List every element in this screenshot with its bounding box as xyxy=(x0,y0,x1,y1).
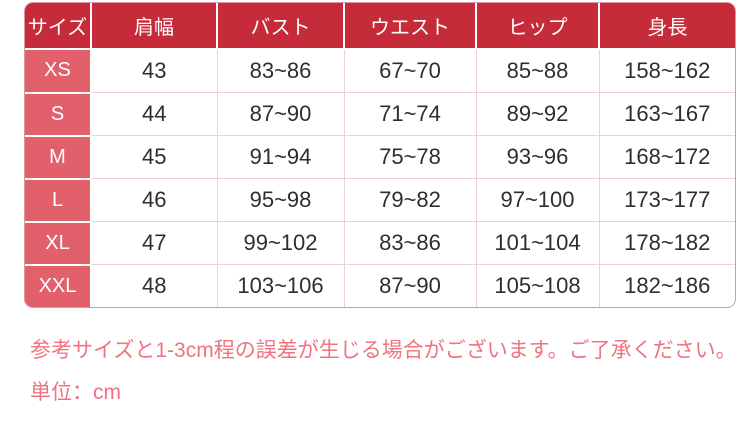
size-value-cell: 103~106 xyxy=(216,264,344,307)
column-header-waist: ウエスト xyxy=(344,3,477,50)
column-header-bust: バスト xyxy=(217,3,345,50)
size-label: M xyxy=(25,135,92,180)
size-value-cell: 87~90 xyxy=(343,264,476,307)
size-label: XS xyxy=(25,49,92,94)
size-value-cell: 45 xyxy=(91,135,217,179)
size-chart-table: サイズ 肩幅 バスト ウエスト ヒップ 身長 XS 43 83~86 67~70… xyxy=(25,3,735,307)
size-label: XXL xyxy=(25,264,92,307)
column-header-hip: ヒップ xyxy=(476,3,600,50)
size-chart-table-container: サイズ 肩幅 バスト ウエスト ヒップ 身長 XS 43 83~86 67~70… xyxy=(24,2,736,308)
size-value-cell: 93~96 xyxy=(475,135,599,179)
size-value-cell: 168~172 xyxy=(598,135,735,179)
size-value-cell: 79~82 xyxy=(343,178,476,222)
table-row-m: M 45 91~94 75~78 93~96 168~172 xyxy=(25,135,735,180)
header-row: サイズ 肩幅 バスト ウエスト ヒップ 身長 xyxy=(25,3,735,50)
size-value-cell: 182~186 xyxy=(598,264,735,307)
table-row-l: L 46 95~98 79~82 97~100 173~177 xyxy=(25,178,735,223)
size-value-cell: 87~90 xyxy=(216,92,344,136)
size-value-cell: 158~162 xyxy=(598,49,735,93)
column-header-size: サイズ xyxy=(25,3,92,50)
size-value-cell: 43 xyxy=(91,49,217,93)
size-label: XL xyxy=(25,221,92,266)
size-value-cell: 85~88 xyxy=(475,49,599,93)
size-label: L xyxy=(25,178,92,223)
unit-note: 単位：cm xyxy=(30,381,121,404)
size-value-cell: 101~104 xyxy=(475,221,599,265)
table-row-xs: XS 43 83~86 67~70 85~88 158~162 xyxy=(25,49,735,94)
size-value-cell: 91~94 xyxy=(216,135,344,179)
column-header-height: 身長 xyxy=(599,3,735,50)
size-label: S xyxy=(25,92,92,137)
size-value-cell: 105~108 xyxy=(475,264,599,307)
table-row-xl: XL 47 99~102 83~86 101~104 178~182 xyxy=(25,221,735,266)
size-value-cell: 89~92 xyxy=(475,92,599,136)
table-row-s: S 44 87~90 71~74 89~92 163~167 xyxy=(25,92,735,137)
size-value-cell: 75~78 xyxy=(343,135,476,179)
size-value-cell: 173~177 xyxy=(598,178,735,222)
size-value-cell: 47 xyxy=(91,221,217,265)
size-value-cell: 44 xyxy=(91,92,217,136)
size-value-cell: 67~70 xyxy=(343,49,476,93)
size-value-cell: 99~102 xyxy=(216,221,344,265)
size-value-cell: 163~167 xyxy=(598,92,735,136)
size-value-cell: 95~98 xyxy=(216,178,344,222)
size-value-cell: 178~182 xyxy=(598,221,735,265)
tolerance-note: 参考サイズと1-3cm程の誤差が生じる場合がございます。ご了承ください。 xyxy=(30,339,737,362)
size-value-cell: 83~86 xyxy=(216,49,344,93)
size-value-cell: 46 xyxy=(91,178,217,222)
table-row-xxl: XXL 48 103~106 87~90 105~108 182~186 xyxy=(25,264,735,307)
size-value-cell: 48 xyxy=(91,264,217,307)
size-value-cell: 83~86 xyxy=(343,221,476,265)
footnotes: 参考サイズと1-3cm程の誤差が生じる場合がございます。ご了承ください。 単位：… xyxy=(30,334,737,406)
size-value-cell: 71~74 xyxy=(343,92,476,136)
column-header-shoulder: 肩幅 xyxy=(91,3,218,50)
size-value-cell: 97~100 xyxy=(475,178,599,222)
